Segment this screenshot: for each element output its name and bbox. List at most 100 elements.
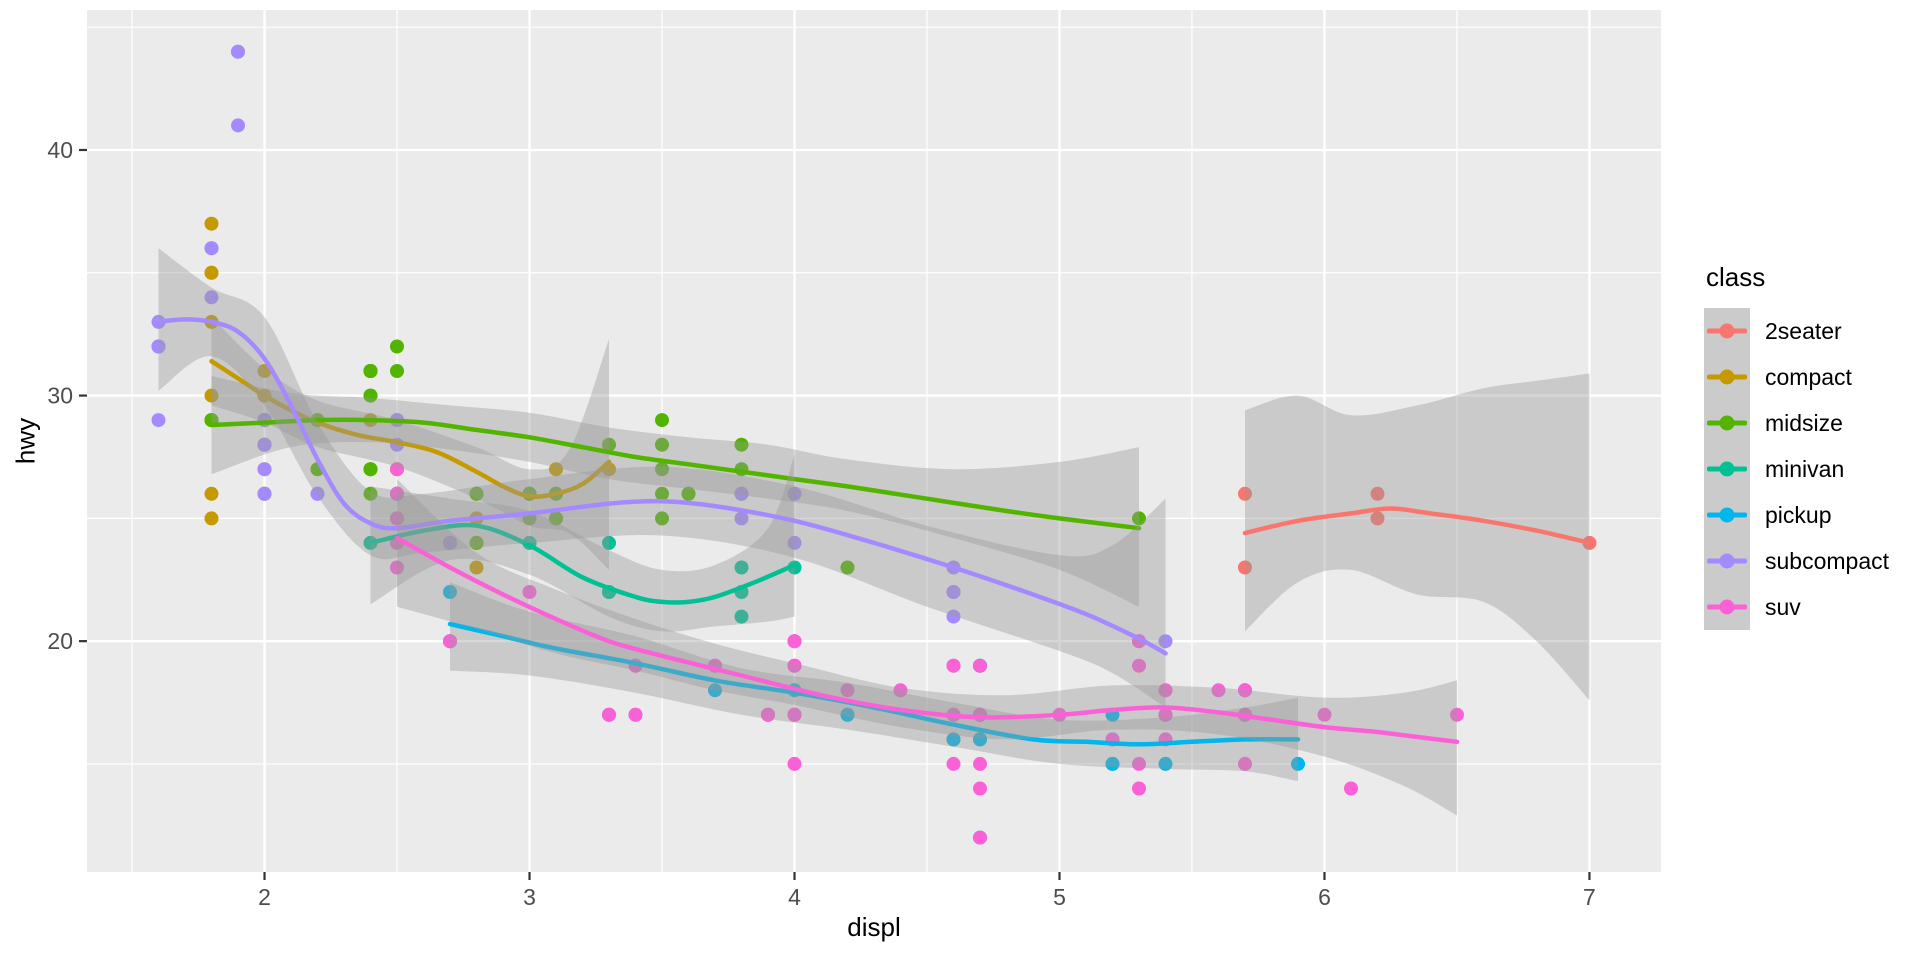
x-axis-tick-label: 6 [1318,884,1331,910]
smooth-ribbon-midsize [211,375,1139,607]
data-point-pickup [840,707,855,722]
data-point-suv [443,634,457,649]
legend-key-point-icon [1719,369,1735,385]
data-point-midsize [390,339,404,354]
legend-key [1704,584,1750,630]
data-point-suv [1158,683,1173,698]
x-axis-tick-label: 4 [788,884,801,910]
smooth-ribbon-subcompact [158,248,1166,708]
legend-key [1704,354,1750,400]
data-point-compact [204,216,219,231]
smooth-ribbon-minivan [370,454,795,632]
legend-entry-suv: suv [1704,584,1889,630]
data-point-midsize [549,511,563,526]
legend-key [1704,492,1750,538]
data-point-suv [522,585,537,599]
smooth-ribbon-suv [397,479,1457,816]
data-point-subcompact [310,486,325,501]
legend-key [1704,400,1750,446]
data-point-midsize [655,437,669,452]
legend-title: class [1706,262,1766,292]
data-point-midsize [602,437,616,452]
data-point-midsize [655,511,669,526]
data-point-pickup [946,732,961,747]
data-point-subcompact [443,535,457,550]
legend-entry-compact: compact [1704,354,1889,400]
data-point-minivan [734,609,749,624]
data-point-subcompact [946,585,961,599]
data-point-suv [973,658,987,673]
data-point-suv [390,486,404,501]
legend-entry-label: subcompact [1765,547,1890,574]
data-point-suv [946,658,961,673]
data-point-suv [390,462,404,477]
data-point-subcompact [151,413,166,428]
data-point-compact [204,265,219,280]
legend-entry-label: suv [1765,593,1801,620]
data-point-subcompact [204,241,219,256]
data-point-midsize [469,486,484,501]
legend-key [1704,446,1750,492]
data-point-midsize [681,486,696,501]
x-axis-tick-label: 3 [523,884,536,910]
data-point-suv [1132,658,1146,673]
y-axis-tick-label: 40 [47,137,73,163]
data-point-minivan [734,560,749,575]
data-point-midsize [734,437,749,452]
data-point-suv [946,756,961,771]
smooth-ribbon-pickup [450,582,1298,782]
data-point-compact [549,462,563,477]
legend-entry-midsize: midsize [1704,400,1889,446]
data-point-suv [973,756,987,771]
axes: 2 3 4 5 6 7 20 30 40 [47,137,1595,910]
data-point-suv [973,781,987,796]
data-point-pickup [1105,756,1120,771]
data-point-suv [1344,781,1358,796]
smooth-line-compact [209,358,612,499]
x-axis-tick-label: 2 [258,884,271,910]
data-point-suv [1132,781,1146,796]
data-point-subcompact [734,486,749,501]
data-point-pickup [1291,756,1305,771]
data-point-2seater [1238,486,1252,501]
data-point-pickup [1158,756,1173,771]
smooth-line-minivan [368,522,797,605]
legend: class 2seater compact midsize minivan pickup… [1704,262,1889,630]
legend-key-point-icon [1719,461,1735,477]
data-point-midsize [363,462,378,477]
legend-entry-pickup: pickup [1704,492,1889,538]
data-point-suv [787,658,802,673]
data-point-2seater [1238,560,1252,575]
legend-key-point-icon [1719,507,1735,523]
legend-key-point-icon [1719,415,1735,431]
data-point-compact [469,560,484,575]
data-point-compact [204,511,219,526]
x-axis-title: displ [847,912,901,942]
data-point-subcompact [257,486,272,501]
data-point-subcompact [257,462,272,477]
data-point-midsize [363,486,378,501]
data-point-midsize [390,364,404,378]
data-point-suv [1132,756,1146,771]
data-point-suv [787,634,802,649]
smooth-line-2seater [1242,506,1592,546]
data-point-subcompact [231,44,245,59]
legend-entries: 2seater compact midsize minivan pickup subcom… [1704,308,1889,630]
data-point-suv [1158,707,1173,722]
data-point-midsize [655,413,669,428]
plot-panel [87,10,1661,872]
legend-entry-label: compact [1765,363,1852,390]
data-point-suv [602,707,616,722]
legend-entry-2seater: 2seater [1704,308,1889,354]
data-point-2seater [1370,511,1385,526]
data-point-suv [1450,707,1464,722]
data-point-suv [628,707,643,722]
data-point-midsize [1132,511,1146,526]
data-point-midsize [655,486,669,501]
data-point-subcompact [1158,634,1173,649]
data-point-subcompact [946,609,961,624]
legend-key [1704,308,1750,354]
data-point-subcompact [151,339,166,354]
data-point-suv [390,511,404,526]
legend-key [1704,538,1750,584]
